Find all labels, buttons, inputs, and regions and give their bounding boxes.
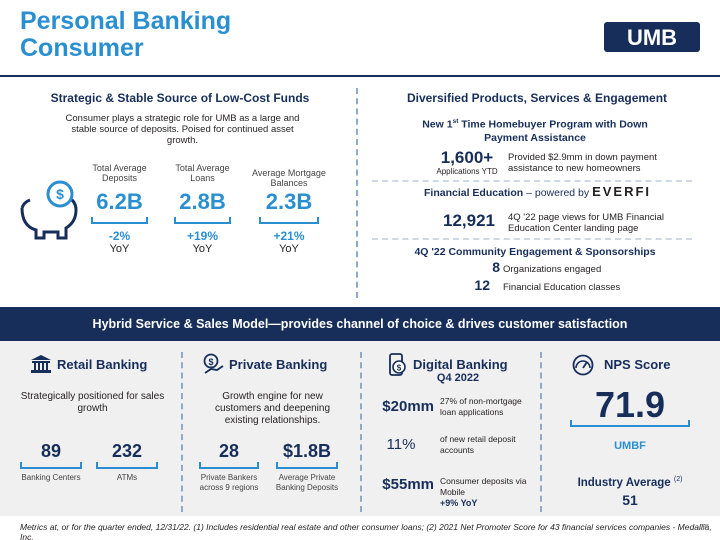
header-divider bbox=[0, 75, 720, 77]
stat-loans: Total Average Loans 2.8B +19% YoY bbox=[170, 163, 235, 255]
stat-change: -2% bbox=[108, 229, 131, 243]
title-line-2: Consumer bbox=[20, 34, 144, 62]
lower-divider-1 bbox=[181, 352, 183, 512]
page-title: Personal Banking Consumer bbox=[20, 8, 231, 62]
title-line-1: Personal Banking bbox=[20, 7, 232, 35]
stat-change: +19% bbox=[186, 229, 219, 243]
stat-deposits: Total Average Deposits 6.2B -2% YoY bbox=[87, 163, 152, 255]
stat-mortgage: Average Mortgage Balances 2.3B +21% YoY bbox=[249, 163, 329, 255]
community-value: 12 bbox=[474, 277, 490, 293]
lower-divider-3 bbox=[540, 352, 542, 512]
private-stat-value: 28 bbox=[218, 441, 240, 461]
strategic-heading: Strategic & Stable Source of Low-Cost Fu… bbox=[50, 91, 310, 105]
piggy-bank-icon: $ bbox=[20, 180, 78, 240]
retail-stat-bracket bbox=[96, 462, 158, 469]
retail-heading: Retail Banking bbox=[57, 357, 148, 372]
everfi-logo: EVERFI bbox=[592, 184, 652, 199]
stat-bracket bbox=[174, 217, 231, 224]
private-stat-value: $1.8B bbox=[282, 441, 332, 461]
svg-text:$: $ bbox=[208, 357, 213, 367]
diversified-heading: Diversified Products, Services & Engagem… bbox=[406, 91, 668, 105]
retail-stat-value: 232 bbox=[111, 441, 143, 461]
nps-bracket bbox=[570, 420, 690, 427]
footnote: Metrics at, or for the quarter ended, 12… bbox=[20, 522, 712, 540]
digital-label: of new retail deposit accounts bbox=[440, 434, 516, 455]
digital-value: $55mm bbox=[382, 476, 434, 493]
private-stat-label: Average Private Banking Deposits bbox=[275, 473, 339, 492]
retail-stat-value: 89 bbox=[40, 441, 62, 461]
retail-stat-label: ATMs bbox=[116, 473, 138, 482]
strategic-description: Consumer plays a strategic role for UMB … bbox=[65, 113, 300, 146]
stat-period: YoY bbox=[279, 243, 299, 255]
homebuyer-value-sub: Applications YTD bbox=[436, 167, 498, 176]
hybrid-model-banner: Hybrid Service & Sales Model—provides ch… bbox=[0, 307, 720, 341]
retail-stat-label: Banking Centers bbox=[21, 473, 81, 482]
divider-2 bbox=[372, 238, 692, 240]
svg-text:$: $ bbox=[56, 186, 64, 202]
digital-heading: Digital Banking bbox=[413, 357, 508, 372]
community-title: 4Q '22 Community Engagement & Sponsorshi… bbox=[414, 246, 656, 258]
nps-heading: NPS Score bbox=[604, 357, 671, 372]
homebuyer-title: New 1st Time Homebuyer Program with Down… bbox=[422, 118, 648, 144]
svg-text:$: $ bbox=[397, 364, 402, 373]
nps-label: UMBF bbox=[614, 440, 646, 452]
stat-bracket bbox=[91, 217, 148, 224]
stat-label: Total Average Loans bbox=[175, 163, 230, 183]
digital-label: 27% of non-mortgage loan applications bbox=[440, 396, 522, 417]
digital-extra: +9% YoY bbox=[440, 498, 478, 508]
stat-value: 6.2B bbox=[96, 189, 143, 214]
retail-stat-bracket bbox=[20, 462, 82, 469]
private-stat-bracket bbox=[199, 462, 259, 469]
private-stat-label: Private Bankers across 9 regions bbox=[199, 473, 259, 492]
homebuyer-value: 1,600+ bbox=[440, 148, 494, 167]
page-number: 35 bbox=[700, 522, 710, 532]
private-heading: Private Banking bbox=[229, 357, 328, 372]
community-label: Organizations engaged bbox=[503, 264, 602, 275]
fin-ed-value: 12,921 bbox=[443, 211, 495, 230]
digital-subheading: Q4 2022 bbox=[436, 372, 480, 384]
private-stat-bracket bbox=[276, 462, 338, 469]
nps-industry-value: 51 bbox=[622, 492, 638, 508]
money-hand-icon: $ bbox=[203, 353, 224, 374]
mobile-phone-icon: $ bbox=[389, 353, 406, 376]
gauge-icon bbox=[572, 354, 594, 376]
digital-value: 11% bbox=[386, 436, 416, 453]
lower-divider-2 bbox=[360, 352, 362, 512]
fin-ed-title: Financial Education – powered by EVERFI bbox=[424, 184, 652, 200]
stat-value: 2.3B bbox=[265, 189, 313, 214]
stat-value: 2.8B bbox=[179, 189, 226, 214]
nps-industry-label: Industry Average (2) bbox=[577, 476, 683, 489]
digital-label: Consumer deposits via Mobile bbox=[440, 476, 527, 497]
top-divider bbox=[356, 88, 358, 298]
stat-period: YoY bbox=[109, 243, 130, 255]
divider-1 bbox=[372, 180, 692, 182]
stat-change: +21% bbox=[273, 229, 305, 243]
stat-label: Average Mortgage Balances bbox=[252, 168, 326, 188]
homebuyer-note: Provided $2.9mm in down payment assistan… bbox=[508, 152, 657, 174]
fin-ed-note: 4Q '22 page views for UMB Financial Educ… bbox=[508, 212, 664, 234]
stat-label: Total Average Deposits bbox=[92, 163, 147, 183]
private-description: Growth engine for new customers and deep… bbox=[214, 391, 331, 426]
community-label: Financial Education classes bbox=[503, 282, 621, 293]
bank-icon bbox=[31, 355, 51, 373]
logo-text: UMB bbox=[627, 25, 677, 50]
community-value: 8 bbox=[492, 259, 500, 275]
retail-description: Strategically positioned for sales growt… bbox=[20, 391, 165, 414]
stat-period: YoY bbox=[192, 243, 213, 255]
stat-bracket bbox=[259, 217, 319, 224]
nps-value: 71.9 bbox=[594, 384, 666, 425]
digital-value: $20mm bbox=[382, 398, 434, 415]
umb-logo: UMB bbox=[604, 22, 700, 52]
